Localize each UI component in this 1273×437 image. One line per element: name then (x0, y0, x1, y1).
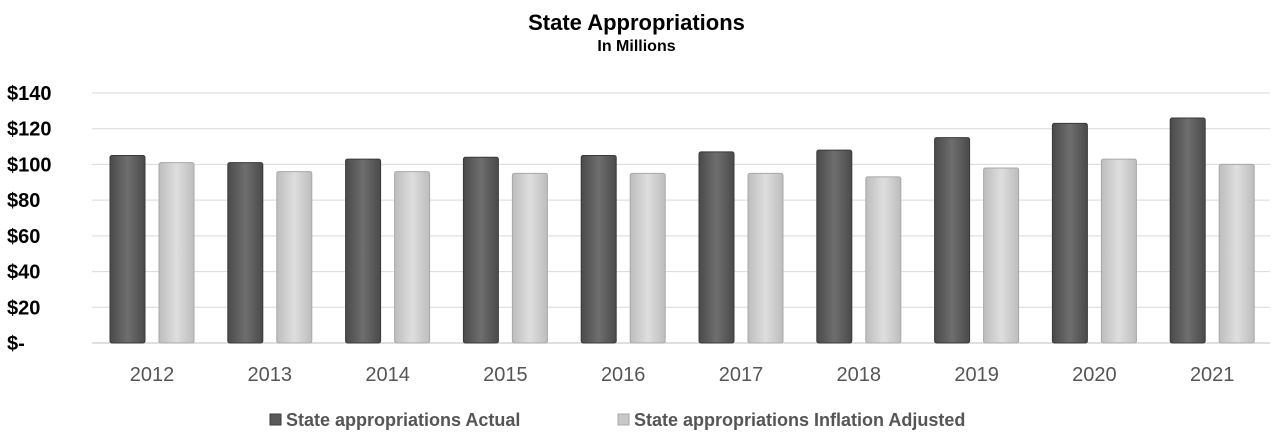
bar-actual (1169, 117, 1206, 344)
bar-actual (934, 137, 971, 344)
bar-actual (345, 158, 382, 344)
chart-subtitle: In Millions (597, 38, 676, 55)
bar-actual (1051, 122, 1088, 344)
legend-swatch (617, 413, 630, 426)
bar-inflation-adjusted (511, 172, 548, 344)
bar-inflation-adjusted (983, 167, 1020, 344)
y-tick-label: $120 (7, 119, 52, 141)
x-tick-label: 2018 (837, 364, 882, 386)
y-axis-ticks: $- $20 $40 $60 $80 $100 $120 $140 (7, 83, 52, 355)
x-tick-label: 2012 (130, 364, 175, 386)
bar-inflation-adjusted (629, 172, 666, 344)
y-tick-label: $140 (7, 83, 52, 105)
bar-actual (227, 162, 264, 344)
bar-inflation-adjusted (394, 171, 431, 344)
legend-label: State appropriations Inflation Adjusted (634, 410, 965, 430)
legend: State appropriations Actual State appropr… (269, 410, 965, 430)
x-tick-label: 2016 (601, 364, 646, 386)
x-tick-label: 2020 (1072, 364, 1117, 386)
bar-inflation-adjusted (1218, 163, 1255, 344)
x-axis-ticks: 2012 2013 2014 2015 2016 2017 2018 2019 2020 2021 (130, 364, 1235, 386)
bar-actual (580, 155, 617, 344)
x-tick-label: 2017 (719, 364, 764, 386)
bars (109, 117, 1255, 344)
y-tick-label: $80 (7, 190, 40, 212)
y-tick-label: $20 (7, 297, 40, 319)
x-tick-label: 2014 (365, 364, 410, 386)
y-tick-label: $60 (7, 226, 40, 248)
bar-inflation-adjusted (747, 172, 784, 344)
x-tick-label: 2021 (1190, 364, 1235, 386)
bar-inflation-adjusted (1100, 158, 1137, 344)
y-tick-label: $100 (7, 154, 52, 176)
bar-actual (462, 156, 499, 344)
gridlines (92, 92, 1270, 344)
x-tick-label: 2019 (954, 364, 999, 386)
legend-label: State appropriations Actual (286, 410, 520, 430)
x-tick-label: 2015 (483, 364, 528, 386)
bar-inflation-adjusted (276, 171, 313, 344)
bar-actual (109, 155, 146, 344)
bar-inflation-adjusted (865, 176, 902, 344)
bar-inflation-adjusted (158, 162, 195, 344)
bar-actual (816, 149, 853, 344)
x-tick-label: 2013 (248, 364, 293, 386)
legend-swatch (269, 413, 282, 426)
y-tick-label: $- (7, 333, 25, 355)
chart-title: State Appropriations (528, 10, 745, 35)
y-tick-label: $40 (7, 262, 40, 284)
bar-actual (698, 151, 735, 344)
